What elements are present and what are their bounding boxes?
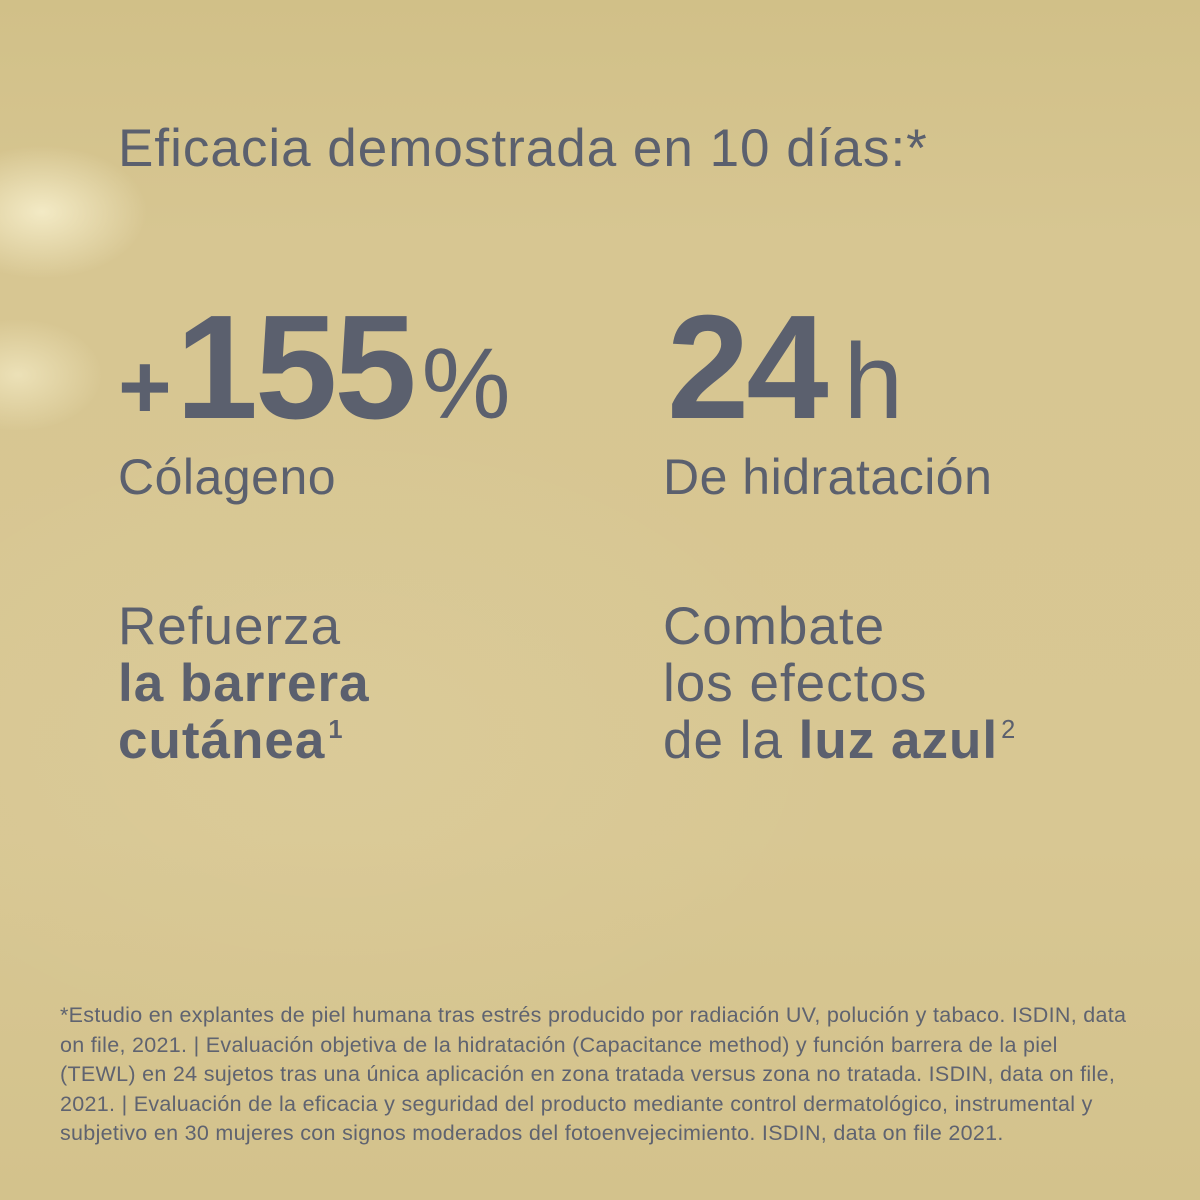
claim-blue-light: Combate los efectos de la luz azul 2 <box>663 598 1016 779</box>
footnote-line: on file, 2021. | Evaluación objetiva de … <box>60 1032 1058 1057</box>
stat-hydration: 24 h <box>663 294 903 442</box>
stat-hydration-value: 24 <box>667 285 829 450</box>
stat-collagen-unit: % <box>421 328 511 440</box>
claim-skin-barrier-superscript: 1 <box>328 716 344 745</box>
page-title: Eficacia demostrada en 10 días:* <box>118 119 928 178</box>
stat-collagen-label: Cólageno <box>118 449 337 505</box>
claim-blue-light-line3-bold: luz azul <box>798 711 999 770</box>
footnote: *Estudio en explantes de piel humana tra… <box>60 1001 1126 1149</box>
claim-blue-light-line1: Combate <box>663 597 886 656</box>
claim-skin-barrier-line2: la barrera <box>118 654 370 713</box>
claim-skin-barrier-line3-text: cutánea <box>118 711 326 770</box>
footnote-line: (TEWL) en 24 sujetos tras una única apli… <box>60 1062 1116 1086</box>
footnote-line: subjetivo en 30 mujeres con signos moder… <box>60 1121 1004 1145</box>
claim-blue-light-line3: de la luz azul 2 <box>663 712 1016 779</box>
claim-blue-light-superscript: 2 <box>1001 716 1017 745</box>
footnote-line: *Estudio en explantes de piel humana tra… <box>60 1003 1127 1027</box>
footnote-line: 2021. | Evaluación de la eficacia y segu… <box>60 1091 1093 1116</box>
stat-hydration-unit: h <box>843 321 904 441</box>
claim-skin-barrier: Refuerza la barrera cutánea 1 <box>118 598 370 779</box>
stat-hydration-label: De hidratación <box>663 449 993 505</box>
stat-hydration-value-row: 24 h <box>663 294 903 442</box>
stat-collagen-value-row: + 155 % <box>118 294 511 442</box>
stat-collagen: + 155 % <box>118 294 511 442</box>
stat-collagen-value: 155 <box>175 285 417 450</box>
claim-skin-barrier-line3: cutánea 1 <box>118 712 370 779</box>
claim-skin-barrier-line1: Refuerza <box>118 597 342 656</box>
claim-blue-light-line3-prefix: de la <box>663 711 799 770</box>
claim-blue-light-line2: los efectos <box>663 654 928 713</box>
stat-collagen-sign: + <box>118 336 172 438</box>
